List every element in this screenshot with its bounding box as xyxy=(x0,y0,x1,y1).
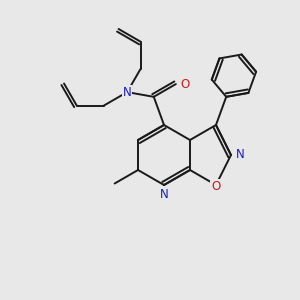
Text: O: O xyxy=(181,78,190,91)
Text: N: N xyxy=(236,148,245,161)
Text: N: N xyxy=(160,188,168,201)
Text: O: O xyxy=(211,179,220,193)
Text: N: N xyxy=(123,85,131,99)
